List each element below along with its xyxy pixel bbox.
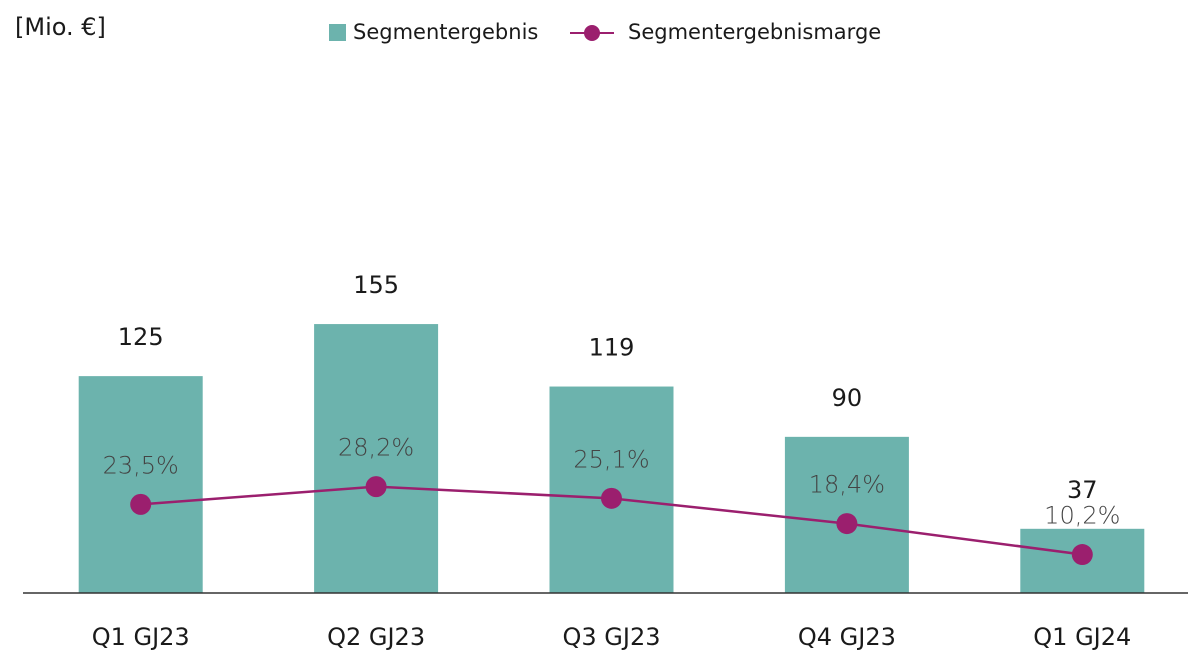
margin-marker <box>130 493 152 515</box>
bar <box>78 376 203 593</box>
legend-label: Segmentergebnismarge <box>628 20 881 44</box>
legend-marker <box>584 25 600 41</box>
x-tick-label: Q2 GJ23 <box>327 623 425 651</box>
x-tick-label: Q1 GJ24 <box>1033 623 1131 651</box>
bar-value-label: 90 <box>832 384 863 412</box>
bar-value-label: 37 <box>1067 476 1098 504</box>
bar-value-label: 155 <box>353 271 399 299</box>
unit-label: [Mio. €] <box>15 13 106 41</box>
bar <box>314 324 439 593</box>
margin-marker <box>365 476 387 498</box>
margin-value-label: 28,2% <box>338 434 414 462</box>
margin-value-label: 18,4% <box>809 471 885 499</box>
bar-value-label: 119 <box>589 334 635 362</box>
margin-marker <box>1071 544 1093 566</box>
bar-value-label: 125 <box>118 323 164 351</box>
legend-label: Segmentergebnis <box>353 20 538 44</box>
x-tick-label: Q4 GJ23 <box>798 623 896 651</box>
x-tick-label: Q3 GJ23 <box>562 623 660 651</box>
legend-swatch <box>329 24 346 41</box>
margin-marker <box>601 487 622 509</box>
margin-value-label: 23,5% <box>103 451 179 479</box>
margin-value-label: 25,1% <box>573 445 649 473</box>
x-tick-label: Q1 GJ23 <box>92 623 190 651</box>
margin-marker <box>836 513 858 535</box>
margin-value-label: 10,2% <box>1044 502 1120 530</box>
